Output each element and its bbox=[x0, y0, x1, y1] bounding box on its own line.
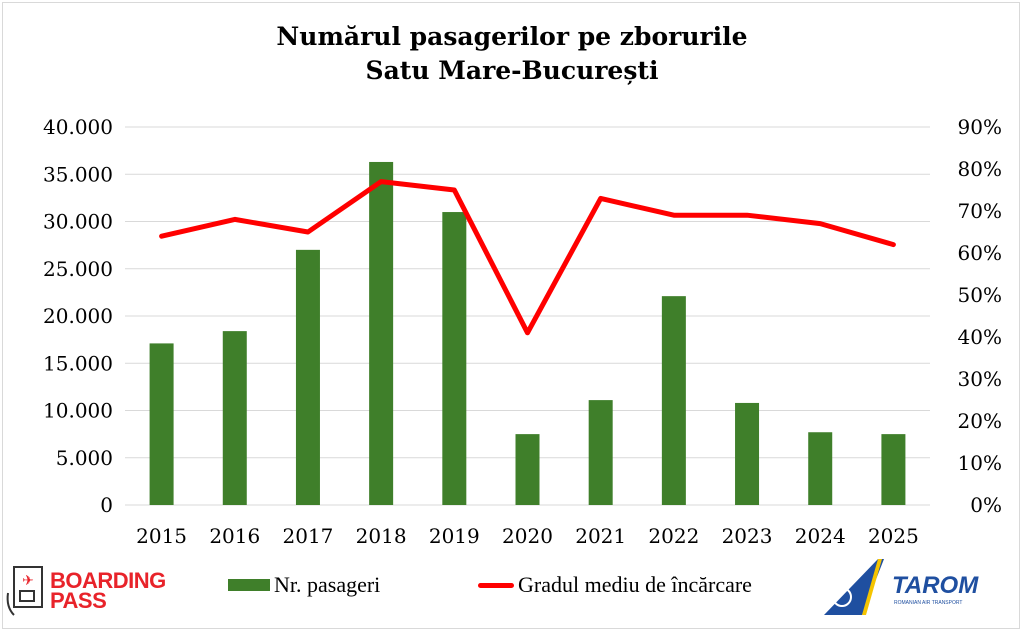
x-axis-tick-label: 2023 bbox=[722, 524, 773, 548]
right-axis-tick-label: 60% bbox=[958, 241, 1002, 265]
x-axis-tick-label: 2015 bbox=[136, 524, 187, 548]
chart-title-line-2: Satu Mare-București bbox=[365, 56, 659, 85]
bar-2024 bbox=[808, 432, 833, 505]
x-axis-tick-label: 2019 bbox=[429, 524, 480, 548]
bar-2022 bbox=[661, 296, 686, 505]
left-axis-tick-label: 30.000 bbox=[43, 210, 113, 234]
boarding-logo-line1: BOARDING bbox=[50, 568, 166, 593]
left-axis-tick-label: 5.000 bbox=[56, 446, 113, 470]
x-axis-tick-label: 2022 bbox=[648, 524, 699, 548]
left-axis-tick-label: 15.000 bbox=[43, 351, 113, 375]
right-axis-tick-label: 20% bbox=[958, 409, 1002, 433]
right-axis-tick-label: 90% bbox=[958, 115, 1002, 139]
tarom-tail-icon: TAROM ROMANIAN AIR TRANSPORT bbox=[824, 559, 979, 615]
right-axis-tick-label: 10% bbox=[958, 451, 1002, 475]
x-axis-tick-label: 2021 bbox=[575, 524, 626, 548]
legend-label-passengers: Nr. pasageri bbox=[274, 572, 381, 597]
tarom-wordmark: TAROM bbox=[892, 572, 979, 599]
right-axis-tick-label: 70% bbox=[958, 199, 1002, 223]
boarding-pass-logo: ✈ BOARDING PASS bbox=[4, 563, 166, 619]
right-axis-tick-label: 40% bbox=[958, 325, 1002, 349]
legend-label-load-factor: Gradul mediu de încărcare bbox=[518, 572, 752, 597]
left-axis-tick-label: 35.000 bbox=[43, 162, 113, 186]
right-axis-tick-label: 80% bbox=[958, 157, 1002, 181]
left-axis-tick-label: 20.000 bbox=[43, 304, 113, 328]
x-axis-tick-label: 2017 bbox=[283, 524, 334, 548]
bar-2021 bbox=[588, 400, 613, 505]
x-axis-tick-label: 2016 bbox=[209, 524, 260, 548]
left-axis-tick-label: 40.000 bbox=[43, 115, 113, 139]
tarom-logo: TAROM ROMANIAN AIR TRANSPORT bbox=[820, 557, 1010, 617]
tarom-subtitle: ROMANIAN AIR TRANSPORT bbox=[894, 600, 962, 606]
right-axis-tick-label: 0% bbox=[970, 493, 1002, 517]
legend-item-passengers: Nr. pasageri bbox=[228, 572, 380, 598]
bar-2018 bbox=[369, 161, 394, 505]
bar-2017 bbox=[295, 249, 320, 505]
legend-line-swatch bbox=[478, 582, 514, 588]
bar-2015 bbox=[149, 343, 174, 505]
legend-item-load-factor: Gradul mediu de încărcare bbox=[478, 572, 752, 598]
bar-2025 bbox=[881, 434, 906, 505]
left-axis-tick-label: 25.000 bbox=[43, 257, 113, 281]
load-factor-line bbox=[159, 179, 896, 336]
x-axis-tick-label: 2018 bbox=[356, 524, 407, 548]
left-axis-tick-label: 0 bbox=[100, 493, 113, 517]
boarding-pass-icon: ✈ bbox=[6, 566, 43, 616]
left-axis-tick-label: 10.000 bbox=[43, 399, 113, 423]
chart-title-line-1: Numărul pasagerilor pe zborurile bbox=[276, 22, 748, 51]
boarding-logo-line2: PASS bbox=[50, 588, 107, 613]
right-axis-tick-label: 30% bbox=[958, 367, 1002, 391]
right-axis-tick-label: 50% bbox=[958, 283, 1002, 307]
x-axis-tick-label: 2025 bbox=[868, 524, 919, 548]
bar-2023 bbox=[735, 402, 760, 505]
legend-bar-swatch bbox=[228, 579, 270, 591]
svg-text:✈: ✈ bbox=[22, 573, 34, 589]
bar-2020 bbox=[515, 434, 540, 505]
x-axis-tick-label: 2020 bbox=[502, 524, 553, 548]
bar-2019 bbox=[442, 212, 467, 506]
bar-2016 bbox=[222, 331, 247, 505]
x-axis-tick-label: 2024 bbox=[795, 524, 846, 548]
